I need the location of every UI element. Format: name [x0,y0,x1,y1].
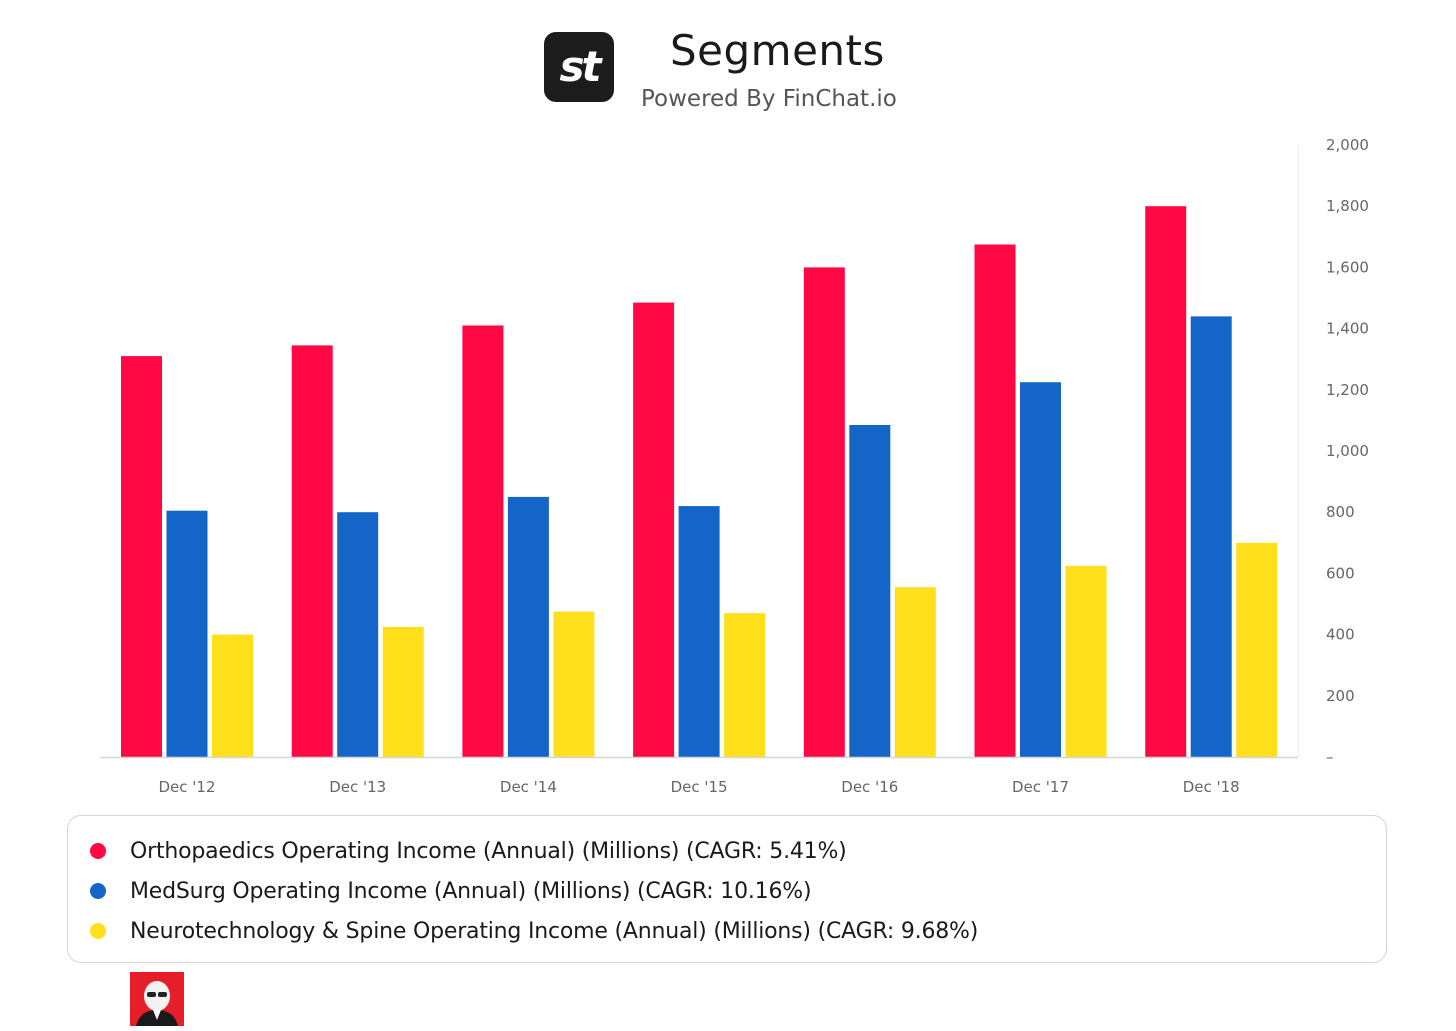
bar-s0-c0[interactable] [121,356,162,757]
bar-s2-c0[interactable] [212,634,253,757]
finchat-logo: st [544,32,614,102]
y-tick-label: 1,200 [1326,381,1369,399]
legend-item-medsurg[interactable]: MedSurg Operating Income (Annual) (Milli… [90,875,812,907]
avatar-portrait-icon [130,972,184,1026]
bar-s1-c5[interactable] [1020,382,1061,757]
bar-s2-c5[interactable] [1065,565,1107,758]
page-title: Segments [670,26,885,75]
logo-text: st [559,42,601,91]
y-tick-label: 1,000 [1326,442,1369,460]
x-tick-label: Dec '17 [1012,778,1069,796]
bar-s1-c4[interactable] [849,425,891,757]
bar-s0-c1[interactable] [291,345,333,757]
bar-s2-c6[interactable] [1236,542,1278,757]
y-tick-label: 2,000 [1326,136,1369,154]
bar-s2-c4[interactable] [894,587,936,757]
bar-s0-c4[interactable] [803,267,845,757]
y-axis: – 200 400 600 800 1,000 1,200 1,400 1,600 1,800 2,… [1298,136,1369,766]
bar-s0-c5[interactable] [974,244,1016,758]
bar-s0-c2[interactable] [462,325,504,758]
x-tick-label: Dec '13 [329,778,386,796]
y-tick-label: 800 [1326,503,1355,521]
legend-dot-orthopaedics [90,843,106,859]
y-tick-label: 200 [1326,687,1355,705]
y-tick-label: 1,800 [1326,197,1369,215]
legend-label-orthopaedics: Orthopaedics Operating Income (Annual) (… [130,838,847,864]
legend-dot-medsurg [90,883,106,899]
bar-s1-c3[interactable] [678,506,720,757]
page-subtitle: Powered By FinChat.io [641,86,897,112]
legend-box: Orthopaedics Operating Income (Annual) (… [67,815,1387,963]
y-tick-label: – [1326,748,1334,766]
legend-item-orthopaedics[interactable]: Orthopaedics Operating Income (Annual) (… [90,835,847,867]
x-tick-label: Dec '18 [1183,778,1240,796]
x-tick-label: Dec '15 [671,778,728,796]
bar-s1-c1[interactable] [337,512,379,757]
bar-s0-c6[interactable] [1145,206,1187,757]
x-axis: Dec '12 Dec '13 Dec '14 Dec '15 Dec '16 Dec '… [100,756,1298,796]
bar-s2-c1[interactable] [382,626,424,757]
x-tick-label: Dec '12 [158,778,215,796]
legend-dot-neurotech [90,923,106,939]
x-tick-label: Dec '16 [841,778,898,796]
legend-item-neurotech[interactable]: Neurotechnology & Spine Operating Income… [90,915,978,947]
bar-s1-c6[interactable] [1190,316,1232,757]
y-tick-label: 1,600 [1326,258,1369,276]
legend-label-medsurg: MedSurg Operating Income (Annual) (Milli… [130,878,812,904]
legend-label-neurotech: Neurotechnology & Spine Operating Income… [130,918,979,944]
bar-s2-c3[interactable] [724,613,766,757]
bar-s1-c0[interactable] [166,510,208,757]
bar-s0-c3[interactable] [633,302,675,757]
chart-header: st Segments Powered By FinChat.io [0,0,1456,130]
bars-group [121,206,1278,758]
bar-chart: Dec '12 Dec '13 Dec '14 Dec '15 Dec '16 Dec '… [100,136,1369,796]
x-tick-label: Dec '14 [500,778,557,796]
y-tick-label: 400 [1326,626,1355,644]
y-tick-label: 1,400 [1326,320,1369,338]
avatar [130,972,184,1026]
bar-s2-c2[interactable] [553,611,595,757]
y-tick-label: 600 [1326,564,1355,582]
bar-s1-c2[interactable] [507,496,549,757]
